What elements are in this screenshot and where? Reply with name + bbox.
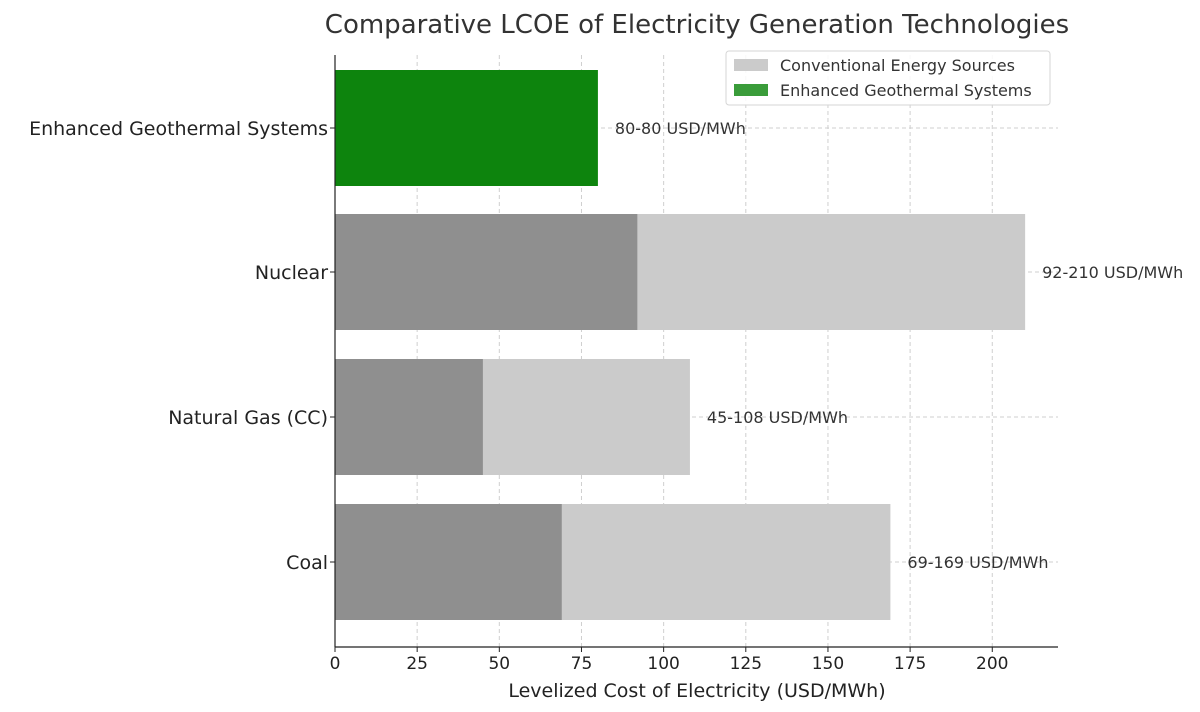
legend-swatch [734,84,768,96]
legend-box [725,50,1051,106]
category-label: Nuclear [255,262,328,284]
x-tick-label: 75 [571,654,593,674]
bar-min-nuclear [335,214,638,330]
bars [335,70,1026,620]
data-label: 80-80 USD/MWh [615,119,746,138]
x-tick-label: 100 [647,654,679,674]
category-label: Natural Gas (CC) [168,407,328,429]
axes: Coal Natural Gas (CC) Nuclear Enhanced Geot… [29,55,1058,674]
x-tick-label: 0 [330,654,341,674]
bar-geothermal [335,70,598,186]
x-tick-label: 200 [976,654,1008,674]
x-tick-label: 25 [406,654,428,674]
x-tick-label: 50 [488,654,510,674]
data-label: 45-108 USD/MWh [707,408,848,427]
x-tick-label: 125 [730,654,762,674]
legend-swatch [734,59,768,71]
data-label: 92-210 USD/MWh [1042,263,1183,282]
data-labels: 69-169 USD/MWh 45-108 USD/MWh 92-210 USD/M… [615,119,1183,572]
category-label: Enhanced Geothermal Systems [29,118,328,140]
x-axis-title: Levelized Cost of Electricity (USD/MWh) [508,680,885,702]
data-label: 69-169 USD/MWh [907,553,1048,572]
x-tick-label: 150 [812,654,844,674]
legend: Conventional Energy Sources Enhanced Geot… [725,50,1051,106]
legend-label: Enhanced Geothermal Systems [780,81,1032,100]
bar-min-natural-gas-cc- [335,359,483,475]
x-tick-label: 175 [894,654,926,674]
bar-min-coal [335,504,562,620]
legend-label: Conventional Energy Sources [780,56,1015,75]
chart-title: Comparative LCOE of Electricity Generati… [325,10,1069,40]
category-label: Coal [286,552,328,574]
